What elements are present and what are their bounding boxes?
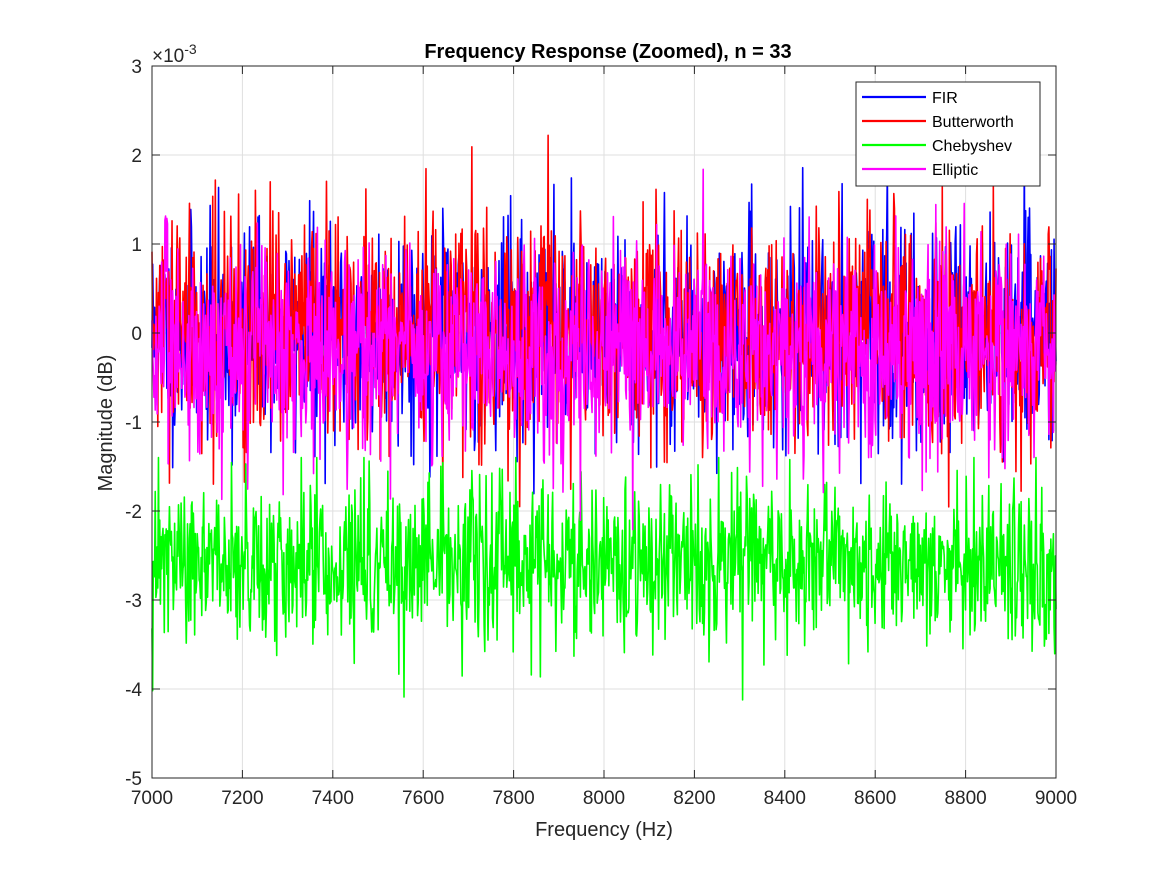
legend-label-elliptic: Elliptic <box>932 162 978 179</box>
legend-label-butterworth: Butterworth <box>932 114 1014 131</box>
y-tick-label: 2 <box>131 146 142 167</box>
x-tick-label: 7000 <box>131 788 173 809</box>
y-exponent-label: ×10-3 <box>152 41 197 67</box>
legend-label-chebyshev: Chebyshev <box>932 138 1012 155</box>
y-tick-label: -5 <box>125 769 142 790</box>
x-tick-label: 8600 <box>854 788 896 809</box>
x-tick-label: 7600 <box>402 788 444 809</box>
x-tick-label: 7200 <box>221 788 263 809</box>
x-tick-label: 8400 <box>764 788 806 809</box>
y-tick-label: 0 <box>131 324 142 345</box>
legend: FIR Butterworth Chebyshev Elliptic <box>855 81 1041 187</box>
x-tick-label: 9000 <box>1035 788 1077 809</box>
y-exponent-base: ×10 <box>152 46 184 67</box>
y-tick-label: 1 <box>131 235 142 256</box>
y-tick-label: -4 <box>125 680 142 701</box>
y-tick-label: -1 <box>125 413 142 434</box>
plot-area <box>151 134 1057 701</box>
axes: 7000 7200 7400 7600 7800 8000 8200 8400 8600 8800… <box>125 57 1077 809</box>
x-tick-label: 8800 <box>944 788 986 809</box>
legend-label-fir: FIR <box>932 90 958 107</box>
x-axis-label: Frequency (Hz) <box>535 819 673 841</box>
x-tick-label: 7800 <box>492 788 534 809</box>
series-line-elliptic <box>151 168 1057 531</box>
series-line-chebyshev <box>151 456 1057 701</box>
y-tick-label: -3 <box>125 591 142 612</box>
x-tick-label: 8200 <box>673 788 715 809</box>
y-axis-label: Magnitude (dB) <box>95 355 117 492</box>
x-tick-label: 7400 <box>312 788 354 809</box>
y-tick-label: 3 <box>131 57 142 78</box>
chart-title: Frequency Response (Zoomed), n = 33 <box>424 41 791 63</box>
y-exponent-power: -3 <box>184 41 197 57</box>
y-tick-label: -2 <box>125 502 142 523</box>
x-tick-label: 8000 <box>583 788 625 809</box>
